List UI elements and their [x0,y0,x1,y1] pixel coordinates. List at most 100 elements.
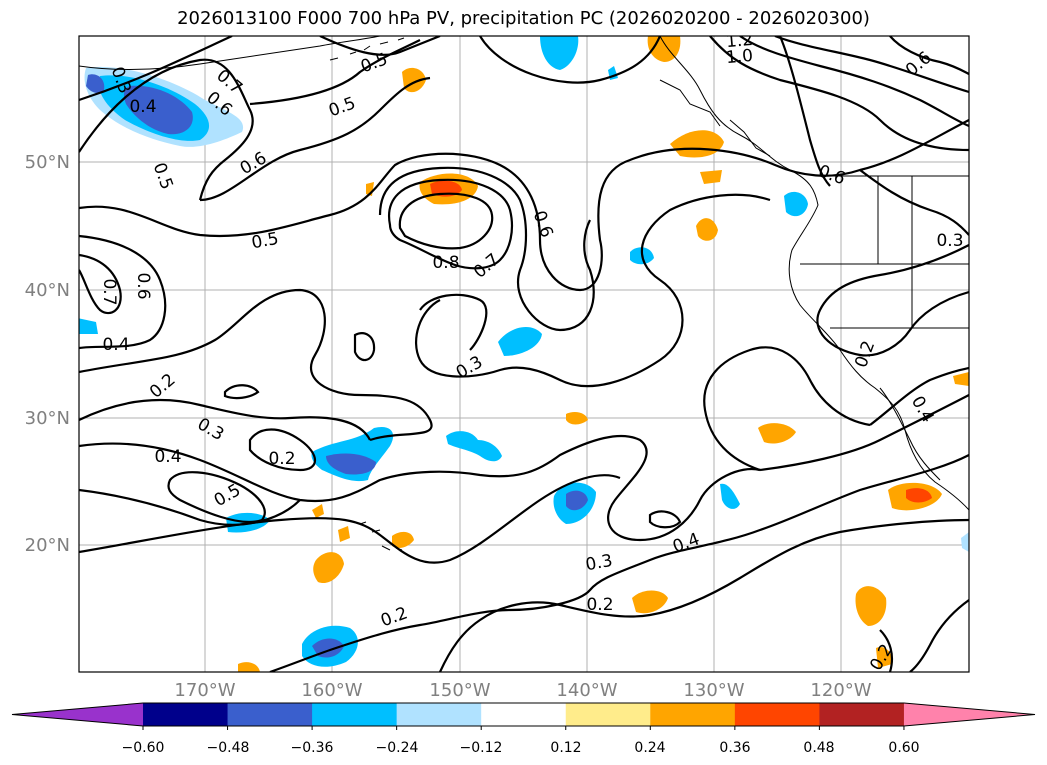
contour-label: 0.2 [268,449,295,469]
lat-label: 40°N [25,280,70,301]
colorbar-ticks: −0.60 −0.48 −0.36 −0.24 −0.12 0.12 0.24 … [122,740,920,756]
precip-blob [123,85,193,135]
precip-blob [86,74,105,93]
pv-contour [879,629,894,672]
precip-blob [338,526,350,542]
pv-contour [79,58,254,201]
precip-blob [238,662,260,672]
colorbar-tick-label: −0.60 [122,740,165,756]
us-border [800,175,969,329]
baja-coast [879,387,941,481]
pv-contour [223,384,260,400]
precip-blob [312,504,324,518]
pv-contour [709,36,969,152]
colorbar-swatch [143,703,229,726]
colorbar-swatch [565,703,651,726]
coastlines [79,36,969,551]
pv-contour [909,599,969,672]
pv-contour [774,36,969,94]
alaska-coast [79,36,381,71]
colorbar-extend-low [12,703,143,726]
pv-contour [398,192,494,250]
precipitation-blobs [79,36,969,672]
pv-contour [353,332,376,362]
contour-label: 0.7 [99,278,119,305]
pv-contour [269,454,969,672]
contour-label: 0.4 [129,97,156,117]
contour-label: 0.8 [432,253,459,273]
colorbar-tick-label: 0.60 [888,740,919,756]
pv-contour [438,518,969,672]
precip-blob [876,646,893,668]
colorbar-swatch [312,703,398,726]
pv-contour [388,178,514,270]
longitude-labels: 170°W 160°W 150°W 140°W 130°W 120°W [174,680,871,701]
colorbar-swatch [734,703,820,726]
colorbar-tick-label: −0.24 [376,740,419,756]
pv-contour [415,193,771,388]
lon-label: 140°W [556,680,617,701]
pv-contour [859,169,969,236]
pv-contour [79,234,167,350]
precip-blob [961,532,969,552]
hawaii-islands [359,521,403,551]
pv-contour [479,36,662,84]
colorbar-swatch [819,703,905,726]
pv-contour [79,253,122,315]
pv-contour [79,398,371,441]
precip-blob [540,36,579,70]
contour-label: 1.0 [725,46,754,68]
colorbar-tick-label: −0.12 [460,740,503,756]
colorbar-swatch [481,703,567,726]
pv-contour [79,36,233,102]
precip-blob [720,483,740,509]
precip-blob [696,218,718,241]
pv-contour [167,471,266,524]
colorbar-tick-label: 0.48 [803,740,834,756]
colorbar-extend-high [903,703,1035,726]
pv-contour [79,434,761,542]
precip-blob [953,372,969,386]
colorbar [11,702,1036,730]
plot-frame [78,35,970,673]
pv-contour [778,36,831,187]
contour-label: 0.4 [102,335,129,355]
lat-label: 50°N [25,152,70,173]
precip-blob [498,327,542,356]
pv-contour [79,474,621,564]
lon-label: 170°W [174,680,235,701]
contour-label: 0.4 [154,447,181,467]
pv-contours [79,36,969,672]
plot-area [79,36,969,672]
pv-contour [419,293,488,351]
colorbar-tick-label: 0.36 [719,740,750,756]
contour-label: 0.5 [250,229,280,253]
colorbar-tick-label: 0.12 [550,740,581,756]
map-title: 2026013100 F000 700 hPa PV, precipitatio… [177,8,870,29]
pv-contour [248,428,317,472]
pv-contour [319,36,441,56]
pv-contour [759,394,969,472]
precip-blob [906,488,932,503]
aleutian-islands [329,37,405,61]
precip-blob [700,170,722,184]
lon-label: 160°W [301,680,362,701]
lat-label: 30°N [25,408,70,429]
contour-label: 0.3 [936,231,963,251]
precip-blob [855,586,887,626]
colorbar-swatch [650,703,736,726]
precip-blob [430,180,462,197]
precip-blob [392,531,414,548]
precip-blob [784,191,808,217]
pv-contour [889,36,969,75]
colorbar-swatch [396,703,482,726]
pv-contour [79,119,969,292]
pv-contour [79,288,433,442]
colorbar-tick-label: −0.36 [291,740,334,756]
lon-label: 120°W [810,680,871,701]
canada-coast [659,36,969,511]
colorbar-swatch [227,703,313,726]
pv-contour [703,346,871,472]
lon-label: 130°W [683,680,744,701]
